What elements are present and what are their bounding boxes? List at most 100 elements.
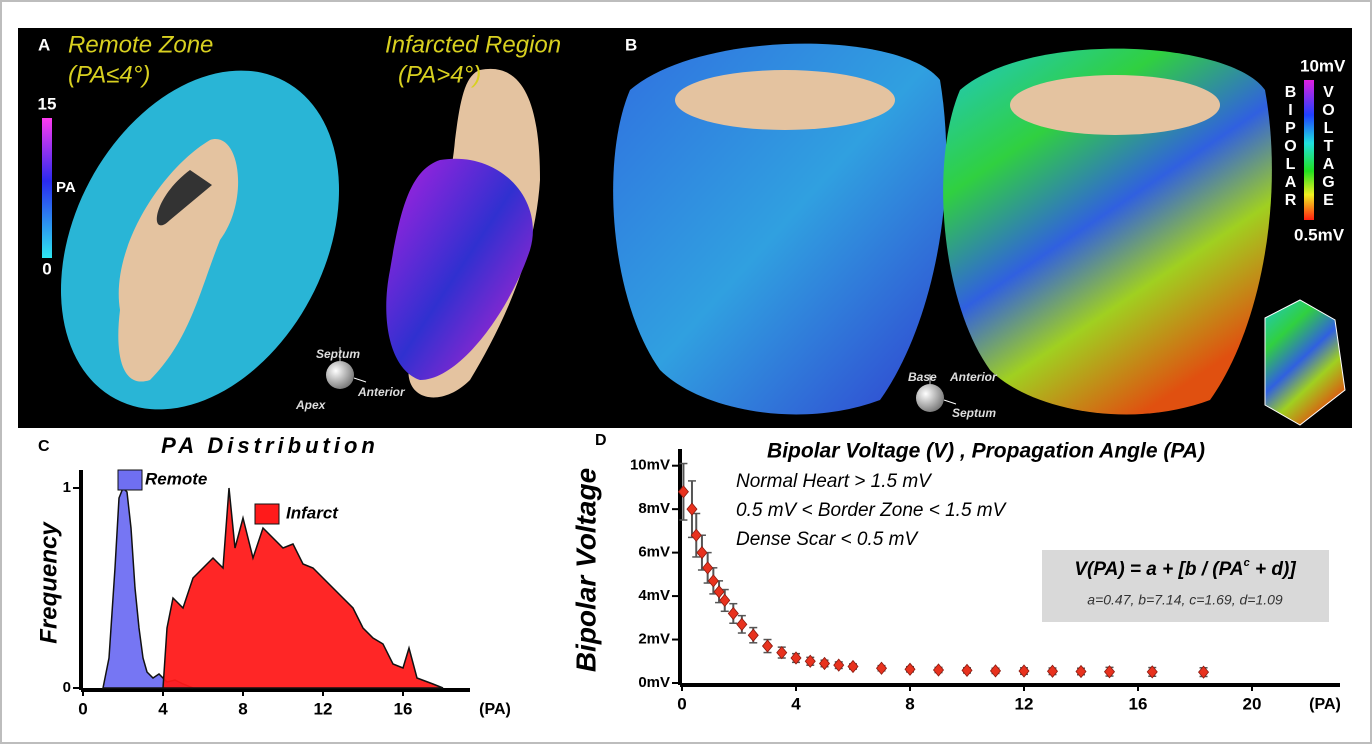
y-axis-label: Bipolar Voltage [570, 468, 601, 672]
data-point [904, 662, 916, 676]
x-tick-label: 4 [158, 699, 168, 718]
endocardium [118, 139, 239, 382]
axis-arrow [943, 399, 957, 405]
y-tick-label: 0 [63, 679, 71, 696]
colorbar-min: 0 [42, 259, 51, 278]
colorbar-max: 10mV [1300, 56, 1346, 75]
x-tick-label: 16 [1129, 694, 1148, 713]
formula-box [1042, 550, 1329, 622]
formula-part: c [1244, 557, 1250, 569]
data-point [1146, 665, 1158, 679]
legend-label: Infarct [286, 503, 339, 522]
valve-plane [1010, 75, 1220, 135]
formula-part: V(PA) = a + [b / (PA [1074, 559, 1243, 580]
data-point [1103, 665, 1116, 679]
y-tick-label: 2mV [638, 631, 670, 648]
data-point [1075, 664, 1087, 679]
voltage-heart [943, 48, 1272, 415]
y-tick-label: 0mV [638, 674, 670, 691]
colorbar-title: PA [56, 179, 76, 196]
region-subtitle: (PA≤4°) [68, 61, 150, 88]
x-axis-label: (PA) [479, 701, 511, 718]
x-tick-label: 16 [394, 699, 413, 718]
area [162, 487, 444, 689]
data-point [833, 658, 845, 672]
data-point [747, 628, 759, 642]
data-point [690, 528, 702, 542]
colorbar-max: 15 [38, 94, 57, 113]
colorbar-title: VOLTAGE [1320, 84, 1337, 210]
panel-label: B [625, 35, 637, 54]
orientation-label: Apex [295, 398, 327, 412]
data-point [1046, 664, 1059, 678]
x-tick-label: 12 [314, 699, 333, 718]
data-point [790, 651, 802, 665]
data-point [677, 485, 689, 499]
region-title: Remote Zone [68, 31, 213, 58]
chart-title: PA Distribution [161, 433, 379, 458]
x-tick-label: 0 [677, 694, 686, 713]
axis-arrow [353, 377, 367, 383]
formula: V(PA) = a + [b / (PAc + d)] [1074, 557, 1296, 580]
data-point [875, 661, 888, 675]
data-point [696, 545, 708, 560]
valve-plane [675, 70, 895, 130]
data-point [713, 585, 725, 599]
x-tick-label: 8 [238, 699, 247, 718]
formula-part: + d)] [1250, 559, 1297, 580]
orientation-sphere [326, 361, 354, 389]
data-point [719, 593, 731, 608]
orientation-label: Base [908, 370, 937, 384]
legend-swatch [254, 503, 280, 525]
data-point [727, 606, 739, 621]
annotation: 0.5 mV < Border Zone < 1.5 mV [736, 500, 1008, 521]
x-tick-label: 12 [1015, 694, 1034, 713]
data-point [686, 502, 698, 516]
panel-label: C [38, 438, 50, 455]
orientation-label: Septum [952, 406, 996, 420]
panel-label: D [595, 432, 607, 449]
data-point [961, 663, 973, 678]
data-point [702, 561, 714, 575]
chart: 0 4 8 12 16 20 0mV 2mV 4mV 6mV 8mV 10mV (PA) Bipolar … [570, 440, 1340, 714]
data-point [804, 654, 816, 668]
data-point [707, 574, 719, 588]
data-point [736, 617, 748, 631]
cavity [156, 170, 212, 226]
y-tick-label: 8mV [638, 500, 670, 517]
coefficients: a=0.47, b=7.14, c=1.69, d=1.09 [1087, 592, 1283, 608]
data-point [932, 663, 945, 677]
pa-colorbar [42, 118, 52, 258]
orientation-sphere [916, 384, 944, 412]
x-tick-label: 4 [791, 694, 801, 713]
chart-title: Bipolar Voltage (V) , Propagation Angle … [767, 440, 1205, 463]
y-tick-label: 1 [63, 479, 71, 496]
panel-label: A [38, 35, 50, 54]
colorbar-min: 0.5mV [1294, 225, 1345, 244]
y-tick-label: 6mV [638, 544, 670, 561]
data-point [761, 639, 774, 653]
legend-label: Remote [145, 469, 207, 488]
colorbar-title: BIPOLAR [1282, 84, 1299, 210]
voltage-heart-pa [613, 43, 947, 415]
voltage-colorbar [1304, 80, 1314, 220]
data-point [818, 656, 831, 671]
annotation: Dense Scar < 0.5 mV [736, 529, 919, 550]
y-tick-label: 10mV [630, 457, 670, 474]
orientation-label: Anterior [357, 385, 406, 399]
orientation-label: Anterior [949, 370, 998, 384]
y-axis-label: Frequency [35, 521, 62, 644]
annotation: Normal Heart > 1.5 mV [736, 471, 933, 492]
data-point [776, 645, 788, 660]
catheter-inset [1264, 299, 1346, 426]
region-subtitle: (PA>4°) [398, 61, 481, 88]
data-point [1018, 664, 1030, 678]
x-axis-label: (PA) [1309, 696, 1341, 713]
x-tick-label: 20 [1243, 694, 1262, 713]
infarct-patch [386, 158, 533, 380]
orientation-label: Septum [316, 347, 360, 361]
legend-swatch [117, 469, 143, 491]
region-title: Infarcted Region [385, 31, 561, 58]
